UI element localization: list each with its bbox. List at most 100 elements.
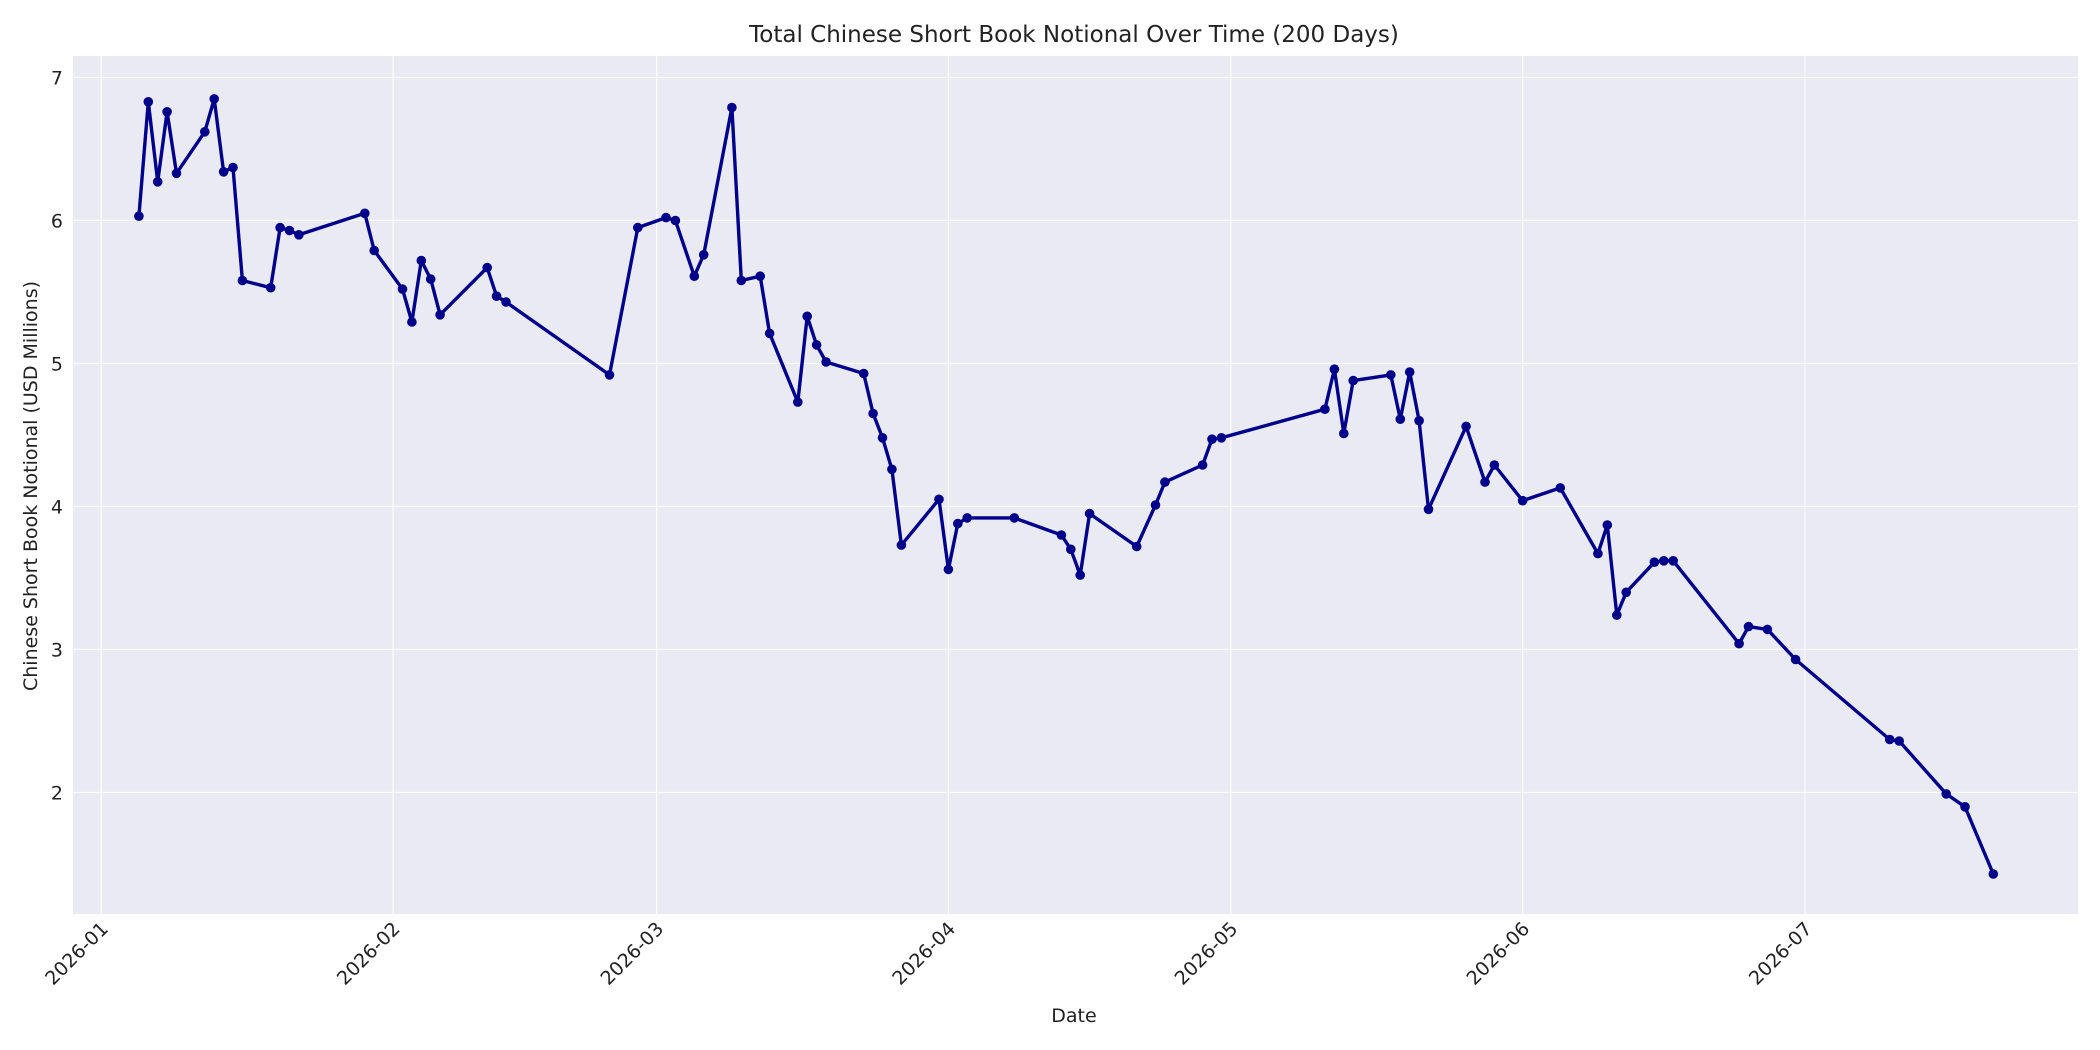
data-point — [360, 208, 370, 219]
data-point — [802, 311, 812, 322]
data-point — [275, 222, 285, 233]
x-tick-label: 2026-07 — [1745, 918, 1817, 990]
data-point — [887, 464, 897, 475]
data-point — [1743, 621, 1754, 632]
data-point — [284, 225, 295, 236]
data-point — [1960, 802, 1970, 812]
data-point — [1066, 544, 1076, 555]
x-tick-label: 2026-05 — [1171, 918, 1243, 990]
data-point — [425, 274, 436, 284]
data-point — [1348, 375, 1358, 386]
data-point — [1160, 477, 1170, 487]
data-point — [811, 340, 822, 350]
data-point — [1197, 460, 1208, 470]
plot-area — [73, 56, 2078, 914]
data-point — [1423, 504, 1434, 515]
data-point — [962, 513, 972, 523]
data-point — [1216, 433, 1227, 443]
data-point — [1131, 541, 1142, 552]
data-point — [1395, 414, 1406, 425]
data-point — [793, 397, 803, 407]
data-point — [1884, 734, 1895, 745]
data-point — [228, 162, 238, 173]
data-point — [209, 94, 219, 104]
data-point — [689, 271, 700, 282]
data-point — [491, 291, 502, 302]
data-point — [369, 245, 380, 256]
data-point — [1894, 736, 1904, 746]
data-point — [633, 222, 643, 233]
x-tick-label: 2026-02 — [333, 918, 405, 990]
data-point — [1480, 477, 1490, 487]
data-point — [1207, 434, 1217, 445]
data-point — [1339, 428, 1349, 439]
data-point — [162, 107, 172, 117]
data-point — [1056, 530, 1067, 540]
data-point — [482, 262, 493, 273]
data-point — [1414, 415, 1424, 426]
data-point — [764, 328, 775, 339]
series-line — [137, 97, 1995, 875]
data-point — [1941, 789, 1951, 799]
data-point — [736, 275, 747, 286]
data-point — [868, 408, 878, 419]
y-tick-label: 2 — [51, 782, 63, 804]
data-point — [1649, 557, 1660, 567]
data-point — [218, 167, 229, 177]
x-axis-label: Date — [1051, 1005, 1096, 1027]
data-point — [1734, 638, 1744, 649]
data-point — [1790, 654, 1801, 665]
data-point — [134, 211, 144, 221]
data-point — [1075, 570, 1085, 580]
y-axis-label: Chinese Short Book Notional (USD Million… — [20, 281, 42, 691]
data-point — [1009, 513, 1020, 523]
data-point — [435, 310, 445, 320]
data-point — [200, 127, 210, 137]
data-point — [1150, 500, 1161, 510]
data-point — [237, 275, 248, 286]
data-point — [1593, 548, 1603, 559]
data-point — [1762, 624, 1773, 635]
data-point — [727, 102, 737, 113]
data-point — [670, 215, 681, 226]
data-point — [1621, 587, 1631, 598]
data-point — [1668, 556, 1678, 566]
data-point — [858, 368, 869, 379]
data-point — [397, 284, 408, 294]
data-point — [896, 540, 907, 550]
data-point — [152, 177, 163, 187]
data-point — [407, 317, 417, 327]
x-tick-label: 2026-04 — [888, 918, 960, 990]
data-point — [143, 97, 154, 107]
data-point — [1988, 869, 1999, 879]
data-point — [265, 282, 276, 293]
y-tick-label: 7 — [51, 67, 63, 89]
data-point — [943, 564, 954, 575]
data-point — [604, 370, 615, 380]
data-point — [1659, 556, 1669, 566]
data-point — [953, 518, 963, 529]
x-tick-label: 2026-06 — [1462, 918, 1534, 990]
data-point — [1084, 508, 1095, 519]
data-point — [1329, 364, 1340, 375]
data-point — [416, 255, 427, 266]
data-point — [821, 357, 831, 367]
data-point — [1489, 460, 1500, 470]
data-point — [755, 271, 765, 282]
x-tick-label: 2026-03 — [596, 918, 668, 990]
data-point — [1602, 520, 1613, 530]
data-point — [1404, 367, 1415, 377]
data-point — [1555, 483, 1566, 493]
data-point — [698, 250, 709, 260]
data-point — [877, 433, 888, 443]
data-point — [1612, 610, 1622, 620]
data-point — [1320, 404, 1330, 415]
x-tick-label: 2026-01 — [41, 918, 113, 990]
data-point — [934, 494, 944, 505]
chart-title: Total Chinese Short Book Notional Over T… — [748, 22, 1399, 48]
data-point — [661, 212, 671, 223]
data-point — [1517, 495, 1528, 506]
y-tick-label: 4 — [51, 496, 63, 518]
